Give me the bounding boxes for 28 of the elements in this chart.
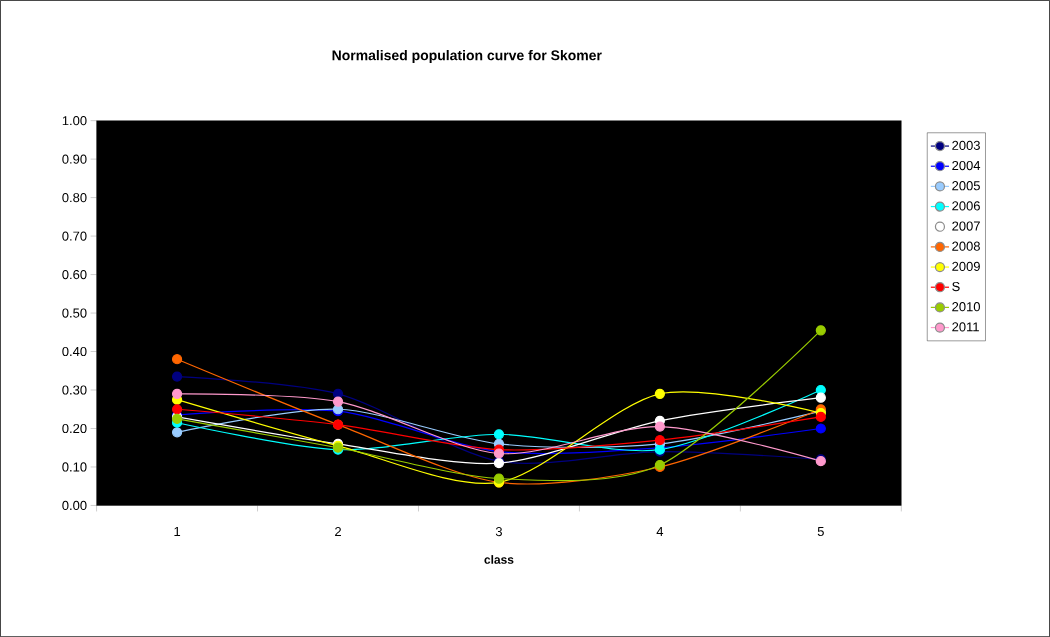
- y-tick-label: 0.80: [62, 192, 87, 203]
- legend-label: 2009: [952, 261, 980, 271]
- x-tick-label: 2: [335, 526, 341, 537]
- legend-label: 2010: [952, 302, 980, 312]
- x-tick-label: 3: [495, 526, 502, 537]
- x-tick-label: 4: [656, 526, 664, 536]
- x-tick-label: 1: [174, 526, 181, 536]
- y-tick-label: 0.70: [62, 231, 87, 241]
- x-axis-title: class: [484, 555, 514, 564]
- y-tick-label: 0.10: [62, 462, 87, 472]
- y-tick-label: 0.50: [62, 308, 87, 318]
- legend-label: 2011: [952, 322, 979, 332]
- legend-label: S: [952, 281, 960, 292]
- legend-label: 2006: [952, 201, 980, 211]
- legend-label: 2003: [952, 140, 980, 150]
- y-tick-label: 1.00: [62, 115, 87, 126]
- legend-label: 2004: [952, 160, 981, 171]
- legend-label: 2007: [952, 221, 980, 231]
- y-tick-label: 0.60: [62, 269, 87, 280]
- chart-title: Normalised population curve for Skomer: [332, 49, 602, 63]
- y-tick-label: 0.20: [62, 423, 87, 434]
- y-tick-label: 0.00: [62, 500, 87, 510]
- x-tick-label: 5: [817, 526, 824, 537]
- y-tick-label: 0.90: [62, 154, 87, 164]
- legend-label: 2005: [952, 181, 980, 191]
- legend-label: 2008: [952, 241, 980, 251]
- y-tick-label: 0.30: [62, 385, 87, 395]
- y-tick-label: 0.40: [62, 346, 87, 357]
